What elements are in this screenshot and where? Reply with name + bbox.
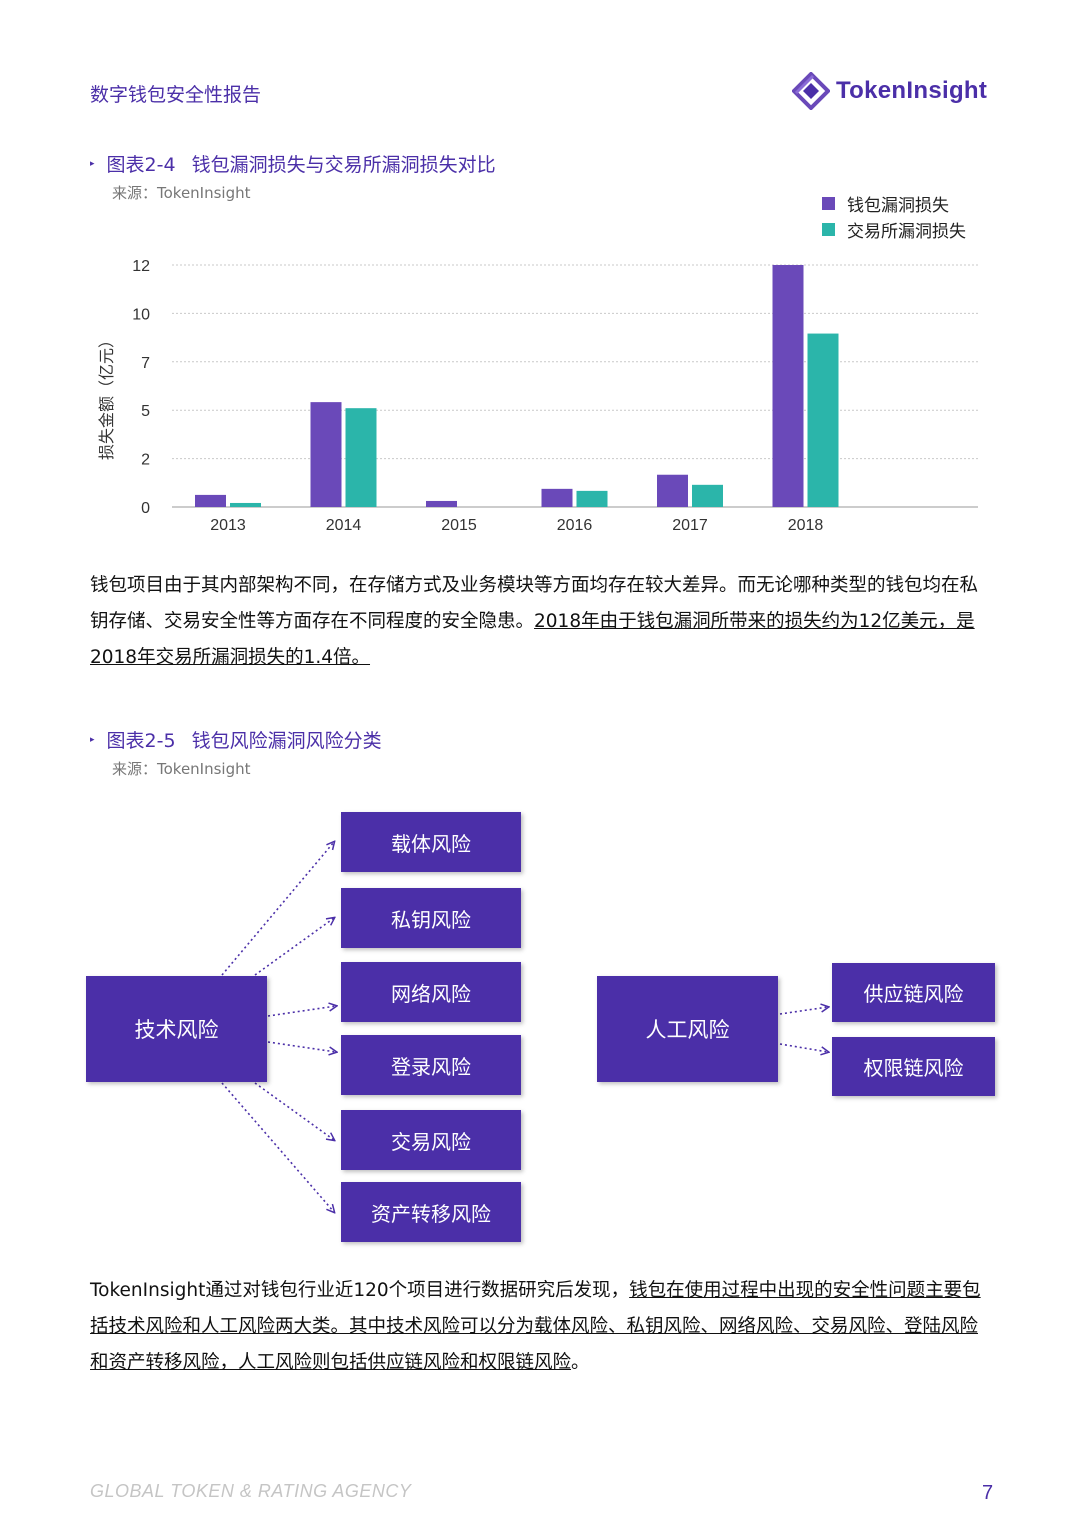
chart-legend: 钱包漏洞损失 交易所漏洞损失	[822, 190, 966, 242]
paragraph-1: 钱包项目由于其内部架构不同，在存储方式及业务模块等方面均存在较大差异。而无论哪种…	[90, 568, 995, 676]
legend-item-wallet: 钱包漏洞损失	[822, 190, 966, 216]
x-tick-label: 2013	[210, 517, 246, 534]
figure-2-caption: 钱包风险漏洞风险分类	[191, 730, 382, 752]
y-tick-label: 12	[132, 258, 150, 275]
bar-wallet-2013	[195, 494, 226, 507]
bar-exchange-2018	[807, 333, 839, 507]
supply-chain-risk-box: 供应链风险	[832, 963, 995, 1022]
figure-1-caption: 钱包漏洞损失与交易所漏洞损失对比	[191, 154, 496, 176]
bar-wallet-2015	[426, 500, 457, 507]
paragraph-2-end: 。	[571, 1352, 590, 1373]
tokeninsight-logo-icon	[792, 72, 830, 110]
page-number: 7	[982, 1482, 994, 1504]
tech-risk-box: 技术风险	[86, 976, 267, 1082]
y-axis-label: 损失金额（亿元）	[97, 332, 116, 460]
arrow-to-carrier-risk	[221, 842, 334, 976]
figure-2-number: 图表2-5	[106, 730, 176, 752]
bullet-icon: ▸	[90, 734, 95, 745]
legend-label-wallet: 钱包漏洞损失	[847, 195, 949, 216]
legend-swatch-wallet	[822, 196, 835, 210]
transaction-risk-box: 交易风险	[341, 1110, 521, 1170]
arrow-to-login-risk	[267, 1041, 336, 1052]
figure-2-title: ▸ 图表2-5 钱包风险漏洞风险分类	[90, 726, 382, 753]
key-risk-box: 私钥风险	[341, 888, 521, 948]
x-tick-label: 2014	[326, 517, 362, 534]
arrow-to-transaction-risk	[254, 1082, 334, 1140]
x-tick-label: 2018	[788, 517, 824, 534]
paragraph-2-highlight: 钱包在使用过程中出现的安全性问题主要包括技术风险和人工风险两大类。其中技术风险可…	[90, 1280, 981, 1373]
human-risk-box: 人工风险	[597, 976, 778, 1082]
bar-exchange-2017	[692, 484, 723, 507]
footer-tagline: GLOBAL TOKEN & RATING AGENCY	[90, 1481, 412, 1501]
arrow-to-network-risk	[267, 1006, 336, 1017]
figure-1-source: 来源：TokenInsight	[112, 184, 251, 202]
figure-2-source: 来源：TokenInsight	[112, 760, 251, 778]
legend-item-exchange: 交易所漏洞损失	[822, 216, 966, 242]
permission-chain-risk-box: 权限链风险	[832, 1037, 995, 1096]
carrier-risk-box: 载体风险	[341, 812, 521, 872]
logo-text: TokenInsight	[836, 77, 988, 104]
legend-label-exchange: 交易所漏洞损失	[847, 221, 966, 242]
paragraph-1-highlight: 2018年由于钱包漏洞所带来的损失约为12亿美元，是2018年交易所漏洞损失的1…	[90, 611, 975, 668]
y-tick-label: 0	[141, 500, 150, 517]
loss-comparison-chart: 0 2 5 7 10 12 损失金额（亿元） 2013 2014 2015 2016 2017 2018	[97, 258, 978, 534]
login-risk-box: 登录风险	[341, 1035, 521, 1095]
bullet-icon: ▸	[90, 158, 95, 169]
bar-wallet-2017	[657, 474, 688, 507]
legend-swatch-exchange	[822, 222, 835, 236]
arrow-to-supply-chain-risk	[779, 1007, 828, 1015]
x-tick-label: 2016	[557, 517, 593, 534]
paragraph-1-text: 钱包项目由于其内部架构不同，在存储方式及业务模块等方面均存在较大差异。而无论哪种…	[90, 575, 979, 632]
bar-exchange-2013	[230, 502, 261, 507]
report-title: 数字钱包安全性报告	[90, 84, 262, 106]
y-tick-label: 2	[141, 452, 150, 469]
figure-1-title: ▸ 图表2-4 钱包漏洞损失与交易所漏洞损失对比	[90, 150, 496, 177]
network-risk-box: 网络风险	[341, 962, 521, 1022]
arrow-to-asset-transfer-risk	[221, 1082, 334, 1212]
tokeninsight-logo: TokenInsight	[792, 72, 987, 110]
x-tick-label: 2017	[672, 517, 708, 534]
paragraph-2-text: TokenInsight通过对钱包行业近120个项目进行数据研究后发现，	[90, 1280, 630, 1301]
arrow-to-key-risk	[254, 918, 334, 976]
x-tick-label: 2015	[441, 517, 477, 534]
bar-wallet-2018	[772, 265, 804, 507]
bar-wallet-2014	[310, 402, 342, 507]
risk-diagram-arrows	[221, 780, 1080, 1260]
bar-exchange-2014	[345, 408, 377, 507]
y-tick-label: 7	[141, 355, 150, 372]
figure-1-number: 图表2-4	[106, 154, 176, 176]
bar-wallet-2016	[541, 488, 573, 507]
y-tick-label: 10	[132, 306, 150, 323]
arrow-to-permission-chain-risk	[779, 1043, 828, 1052]
y-tick-label: 5	[141, 403, 150, 420]
bar-exchange-2016	[576, 490, 608, 507]
asset-transfer-risk-box: 资产转移风险	[341, 1182, 521, 1242]
paragraph-2: TokenInsight通过对钱包行业近120个项目进行数据研究后发现，钱包在使…	[90, 1273, 995, 1381]
